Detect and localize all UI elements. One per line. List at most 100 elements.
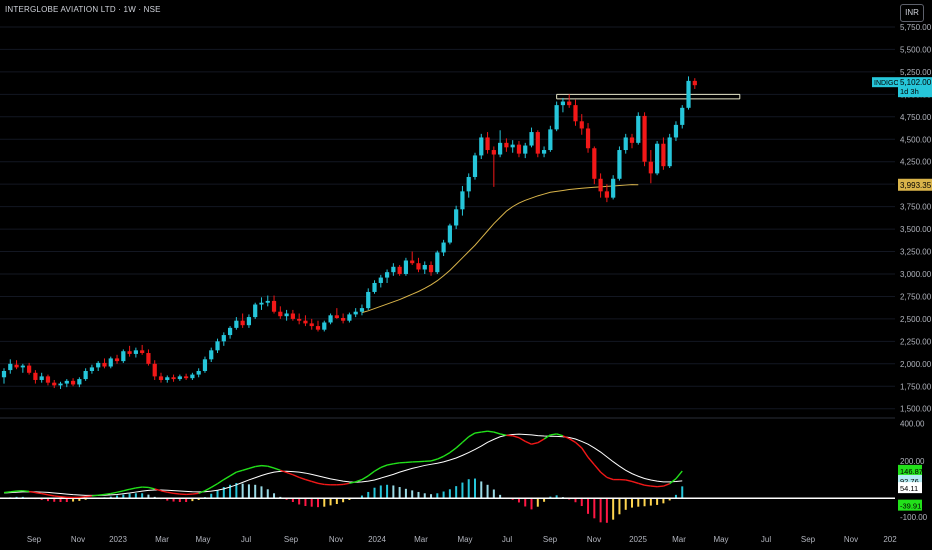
histogram-bar bbox=[235, 483, 238, 499]
macd-line-segment bbox=[349, 481, 356, 484]
macd-line-segment bbox=[581, 447, 589, 458]
histogram-bar bbox=[681, 486, 684, 499]
candle-body bbox=[554, 105, 559, 130]
price-tick-label: 5,250.00 bbox=[900, 68, 932, 77]
last-price-symbol-box bbox=[872, 77, 898, 88]
zero-value-label: 54.11 bbox=[900, 484, 918, 493]
histogram-bar bbox=[178, 498, 181, 503]
ema-value-box bbox=[898, 178, 932, 191]
candle-body bbox=[466, 176, 471, 192]
candle-body bbox=[680, 107, 685, 125]
candle-body bbox=[441, 242, 446, 253]
candle-body bbox=[215, 341, 220, 351]
macd-line-segment bbox=[104, 492, 111, 496]
price-tick-label: 4,750.00 bbox=[900, 113, 932, 122]
histogram-bar bbox=[379, 485, 382, 499]
macd-value-label: 146.87 bbox=[900, 467, 923, 476]
candle-body bbox=[667, 137, 672, 167]
histogram-bar bbox=[185, 498, 188, 503]
candle-body bbox=[202, 359, 208, 371]
histogram-bar bbox=[72, 498, 75, 502]
macd-line-segment bbox=[374, 466, 382, 472]
candle-body bbox=[158, 376, 164, 380]
macd-line-segment bbox=[437, 455, 444, 460]
candle-body bbox=[322, 322, 327, 330]
candle-body bbox=[58, 383, 63, 386]
macd-line-segment bbox=[638, 482, 645, 486]
histogram-bar bbox=[593, 498, 596, 519]
macd-line-segment bbox=[286, 471, 294, 476]
macd-line-segment bbox=[386, 463, 394, 466]
time-tick-label: Mar bbox=[414, 535, 428, 544]
price-tick-label: 5,500.00 bbox=[900, 45, 932, 54]
histogram-bar bbox=[53, 498, 56, 502]
macd-line-segment bbox=[54, 495, 61, 498]
macd-line-segment bbox=[443, 451, 451, 457]
candle-body bbox=[341, 317, 346, 321]
histogram-bar bbox=[65, 498, 68, 503]
histogram-bar bbox=[304, 498, 307, 507]
macd-line-segment bbox=[531, 442, 538, 445]
macd-tick-label: 400.00 bbox=[900, 420, 925, 429]
macd-line-segment bbox=[135, 486, 143, 489]
time-tick-label: Nov bbox=[587, 535, 601, 544]
histogram-bar bbox=[624, 498, 627, 510]
candle-body bbox=[366, 291, 371, 309]
time-tick-label: Sep bbox=[543, 535, 558, 544]
macd-line-segment bbox=[537, 438, 545, 444]
macd-line-segment bbox=[650, 485, 658, 488]
time-tick-label: Sep bbox=[27, 535, 42, 544]
time-axis[interactable]: Sep Nov 2023 Mar May Jul Sep Nov 2024 Mar May Jul Se… bbox=[27, 535, 897, 544]
histogram-bar bbox=[46, 498, 49, 502]
price-pane[interactable] bbox=[1, 76, 741, 389]
candle-body bbox=[152, 363, 157, 377]
candle-body bbox=[334, 315, 339, 318]
macd-line-segment bbox=[361, 475, 369, 481]
macd-line-segment bbox=[506, 434, 513, 437]
macd-value-label-box bbox=[898, 464, 922, 476]
candle-body bbox=[77, 379, 82, 385]
candle-body bbox=[246, 317, 252, 326]
macd-line-segment bbox=[342, 482, 350, 486]
currency-selector[interactable]: INR bbox=[900, 4, 924, 22]
candle-body bbox=[127, 351, 132, 354]
histogram-bar bbox=[317, 498, 319, 508]
histogram-bar bbox=[166, 498, 169, 501]
price-tick-label: 2,500.00 bbox=[900, 315, 932, 324]
macd-line-segment bbox=[493, 431, 501, 435]
candle-body bbox=[585, 128, 591, 149]
histogram-bar bbox=[373, 487, 376, 499]
histogram-bar bbox=[141, 493, 144, 499]
histogram-bar bbox=[555, 495, 558, 499]
macd-line-segment bbox=[468, 432, 476, 438]
macd-axis[interactable]: 400.00 200.00 -100.00 bbox=[900, 420, 928, 522]
histogram-bar bbox=[637, 498, 640, 507]
histogram-bar bbox=[109, 496, 112, 499]
candle-body bbox=[221, 335, 226, 342]
candle-body bbox=[454, 209, 459, 226]
candle-body bbox=[372, 282, 377, 292]
macd-line-segment bbox=[154, 488, 162, 492]
histogram-bar bbox=[84, 498, 87, 500]
histogram-bar bbox=[612, 498, 615, 520]
candle-body bbox=[45, 376, 51, 383]
candle-body bbox=[70, 380, 76, 385]
candle-body bbox=[686, 80, 691, 108]
macd-line-segment bbox=[129, 487, 137, 490]
candle-body bbox=[315, 326, 321, 330]
macd-line-segment bbox=[625, 479, 633, 483]
histogram-bar bbox=[40, 498, 43, 500]
macd-line-segment bbox=[148, 486, 155, 490]
histogram-bar bbox=[348, 498, 351, 500]
histogram-bar bbox=[599, 498, 602, 523]
last-price-box bbox=[898, 77, 932, 98]
macd-line-segment bbox=[210, 483, 218, 489]
histogram-bar bbox=[492, 489, 495, 499]
histogram-bar bbox=[656, 498, 659, 505]
macd-pane[interactable] bbox=[0, 430, 895, 523]
candle-body bbox=[303, 320, 308, 324]
histogram-bar bbox=[386, 484, 389, 499]
macd-line-segment bbox=[47, 494, 55, 497]
chart-title: INTERGLOBE AVIATION LTD · 1W · NSE bbox=[5, 5, 161, 14]
